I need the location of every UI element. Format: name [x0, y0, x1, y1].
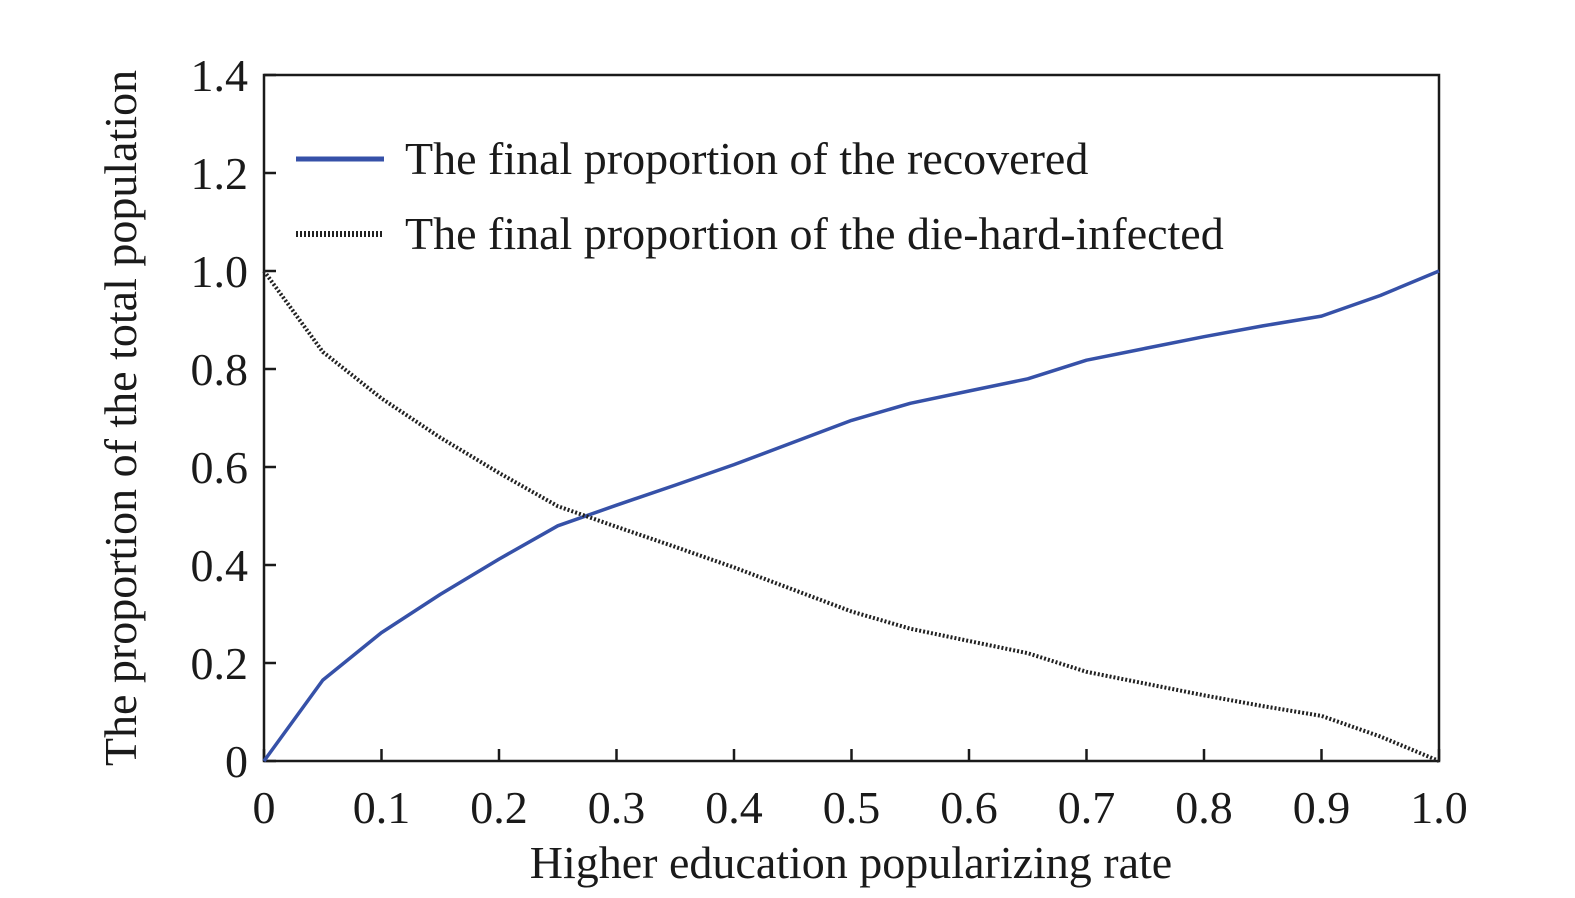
legend-label-die-hard-infected: The final proportion of the die-hard-inf… — [405, 208, 1224, 259]
x-tick-label: 0.8 — [1175, 782, 1233, 833]
series-layer — [262, 269, 1440, 763]
y-tick-label: 0.2 — [191, 638, 249, 689]
x-axis-title: Higher education popularizing rate — [530, 837, 1172, 888]
y-tick-label: 0.6 — [191, 442, 249, 493]
x-tick-label: 0.7 — [1058, 782, 1116, 833]
y-tick-label: 1.0 — [191, 246, 249, 297]
y-tick-label: 1.4 — [191, 50, 249, 101]
x-tick-label: 0.2 — [470, 782, 528, 833]
series-line-die-hard-infected — [262, 269, 1440, 763]
x-tick-label: 0.5 — [823, 782, 881, 833]
x-axis-ticks: 0 0.1 0.2 0.3 0.4 0.5 0.6 0.7 0.8 0.9 1.0 — [253, 749, 1468, 833]
x-tick-label: 0.3 — [588, 782, 646, 833]
series-line-recovered — [262, 269, 1440, 763]
y-axis-title: The proportion of the total population — [95, 70, 146, 766]
x-tick-label: 1.0 — [1410, 782, 1468, 833]
y-tick-label: 0 — [225, 736, 248, 787]
legend-label-recovered: The final proportion of the recovered — [405, 133, 1088, 184]
y-tick-label: 0.4 — [191, 540, 249, 591]
x-tick-label: 0.4 — [705, 782, 763, 833]
x-tick-label: 0.6 — [940, 782, 998, 833]
legend: The final proportion of the recovered Th… — [296, 133, 1224, 259]
x-tick-label: 0 — [253, 782, 276, 833]
y-tick-label: 1.2 — [191, 148, 249, 199]
x-tick-label: 0.1 — [353, 782, 411, 833]
x-tick-label: 0.9 — [1293, 782, 1351, 833]
y-axis-ticks: 0 0.2 0.4 0.6 0.8 1.0 1.2 1.4 — [191, 50, 276, 787]
y-tick-label: 0.8 — [191, 344, 249, 395]
